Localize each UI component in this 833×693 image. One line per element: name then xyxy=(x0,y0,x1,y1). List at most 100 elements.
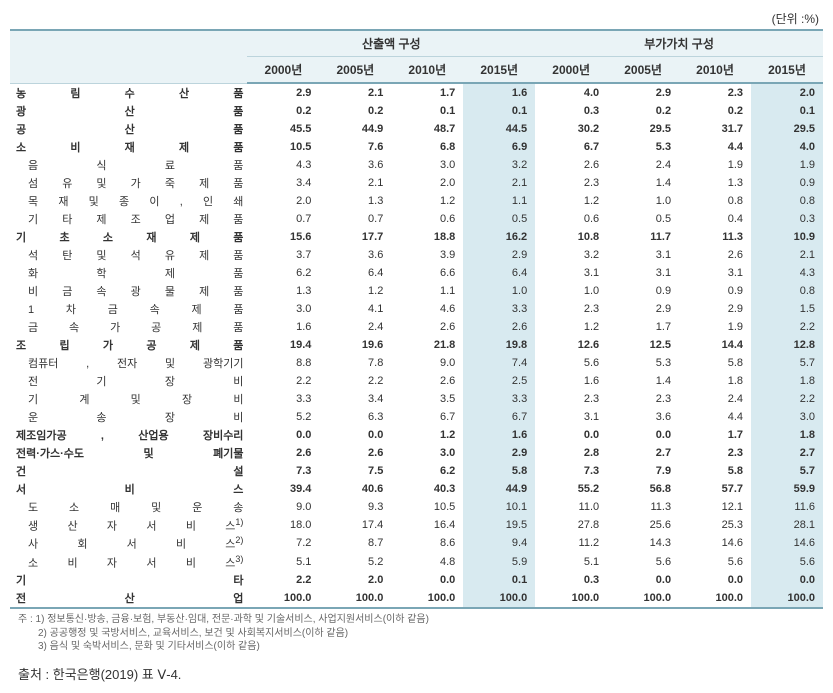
cell: 2.2 xyxy=(247,372,319,390)
row-label: 전 산 업 xyxy=(10,589,247,608)
cell: 1.2 xyxy=(391,192,463,210)
cell: 0.9 xyxy=(751,174,823,192)
cell: 12.6 xyxy=(535,336,607,354)
cell: 100.0 xyxy=(391,589,463,608)
table-row: 기 초 소 재 제 품15.617.718.816.210.811.711.31… xyxy=(10,228,823,246)
cell: 7.6 xyxy=(319,138,391,156)
cell: 4.3 xyxy=(751,264,823,282)
cell: 1.1 xyxy=(463,192,535,210)
row-label: 조 립 가 공 제 품 xyxy=(10,336,247,354)
cell: 4.0 xyxy=(751,138,823,156)
cell: 12.1 xyxy=(679,498,751,516)
row-label: 농 림 수 산 품 xyxy=(10,83,247,102)
table-row: 기 타 제 조 업 제 품0.70.70.60.50.60.50.40.3 xyxy=(10,210,823,228)
cell: 56.8 xyxy=(607,480,679,498)
cell: 1.1 xyxy=(391,282,463,300)
cell: 1.8 xyxy=(751,372,823,390)
row-label: 기 타 xyxy=(10,571,247,589)
table-row: 소 비 자 서 비 스3)5.15.24.85.95.15.65.65.6 xyxy=(10,553,823,572)
cell: 5.7 xyxy=(751,462,823,480)
cell: 18.0 xyxy=(247,516,319,535)
row-label: 기 초 소 재 제 품 xyxy=(10,228,247,246)
cell: 18.8 xyxy=(391,228,463,246)
cell: 14.6 xyxy=(751,534,823,553)
cell: 7.9 xyxy=(607,462,679,480)
cell: 2.3 xyxy=(679,444,751,462)
cell: 0.8 xyxy=(679,192,751,210)
table-row: 운 송 장 비5.26.36.76.73.13.64.43.0 xyxy=(10,408,823,426)
cell: 2.9 xyxy=(607,300,679,318)
cell: 5.6 xyxy=(535,354,607,372)
table-row: 석 탄 및 석 유 제 품3.73.63.92.93.23.12.62.1 xyxy=(10,246,823,264)
cell: 7.5 xyxy=(319,462,391,480)
col-year: 2010년 xyxy=(391,57,463,84)
cell: 15.6 xyxy=(247,228,319,246)
cell: 5.7 xyxy=(751,354,823,372)
cell: 5.2 xyxy=(247,408,319,426)
cell: 1.4 xyxy=(607,174,679,192)
table-row: 농 림 수 산 품2.92.11.71.64.02.92.32.0 xyxy=(10,83,823,102)
cell: 6.8 xyxy=(391,138,463,156)
cell: 1.6 xyxy=(463,426,535,444)
row-label: 음 식 료 품 xyxy=(10,156,247,174)
cell: 1.2 xyxy=(535,318,607,336)
cell: 2.1 xyxy=(319,174,391,192)
cell: 2.4 xyxy=(679,390,751,408)
row-label: 광 산 품 xyxy=(10,102,247,120)
cell: 3.1 xyxy=(607,246,679,264)
cell: 10.1 xyxy=(463,498,535,516)
cell: 1.6 xyxy=(535,372,607,390)
cell: 2.3 xyxy=(679,83,751,102)
cell: 0.0 xyxy=(679,571,751,589)
cell: 3.1 xyxy=(535,408,607,426)
cell: 1.0 xyxy=(607,192,679,210)
cell: 3.2 xyxy=(463,156,535,174)
cell: 5.6 xyxy=(607,553,679,572)
cell: 59.9 xyxy=(751,480,823,498)
cell: 6.2 xyxy=(247,264,319,282)
cell: 10.8 xyxy=(535,228,607,246)
cell: 1.3 xyxy=(679,174,751,192)
cell: 3.0 xyxy=(751,408,823,426)
cell: 10.5 xyxy=(247,138,319,156)
cell: 4.6 xyxy=(391,300,463,318)
cell: 4.1 xyxy=(319,300,391,318)
cell: 100.0 xyxy=(751,589,823,608)
cell: 11.7 xyxy=(607,228,679,246)
col-group-2: 부가가치 구성 xyxy=(535,30,823,57)
cell: 2.9 xyxy=(247,83,319,102)
cell: 30.2 xyxy=(535,120,607,138)
cell: 0.0 xyxy=(607,571,679,589)
table-row: 전 산 업100.0100.0100.0100.0100.0100.0100.0… xyxy=(10,589,823,608)
cell: 11.3 xyxy=(679,228,751,246)
cell: 0.2 xyxy=(247,102,319,120)
row-label: 운 송 장 비 xyxy=(10,408,247,426)
table-row: 전 기 장 비2.22.22.62.51.61.41.81.8 xyxy=(10,372,823,390)
cell: 1.7 xyxy=(679,426,751,444)
cell: 8.6 xyxy=(391,534,463,553)
cell: 6.6 xyxy=(391,264,463,282)
cell: 100.0 xyxy=(607,589,679,608)
cell: 4.3 xyxy=(247,156,319,174)
col-empty xyxy=(10,30,247,83)
cell: 7.8 xyxy=(319,354,391,372)
cell: 1.6 xyxy=(463,83,535,102)
footnotes: 주 : 1) 정보통신·방송, 금융·보험, 부동산·임대, 전문·과학 및 기… xyxy=(10,613,823,654)
row-label: 소 비 자 서 비 스3) xyxy=(10,553,247,572)
col-year: 2005년 xyxy=(319,57,391,84)
cell: 10.9 xyxy=(751,228,823,246)
cell: 0.2 xyxy=(679,102,751,120)
col-year: 2015년 xyxy=(463,57,535,84)
cell: 2.0 xyxy=(247,192,319,210)
cell: 3.3 xyxy=(463,390,535,408)
cell: 44.9 xyxy=(463,480,535,498)
row-label: 기 계 및 장 비 xyxy=(10,390,247,408)
table-row: 생 산 자 서 비 스1)18.017.416.419.527.825.625.… xyxy=(10,516,823,535)
cell: 5.6 xyxy=(679,553,751,572)
table-row: 1 차 금 속 제 품3.04.14.63.32.32.92.91.5 xyxy=(10,300,823,318)
table-row: 비 금 속 광 물 제 품1.31.21.11.01.00.90.90.8 xyxy=(10,282,823,300)
cell: 1.7 xyxy=(391,83,463,102)
row-label: 금 속 가 공 제 품 xyxy=(10,318,247,336)
cell: 0.0 xyxy=(391,571,463,589)
cell: 2.3 xyxy=(607,390,679,408)
